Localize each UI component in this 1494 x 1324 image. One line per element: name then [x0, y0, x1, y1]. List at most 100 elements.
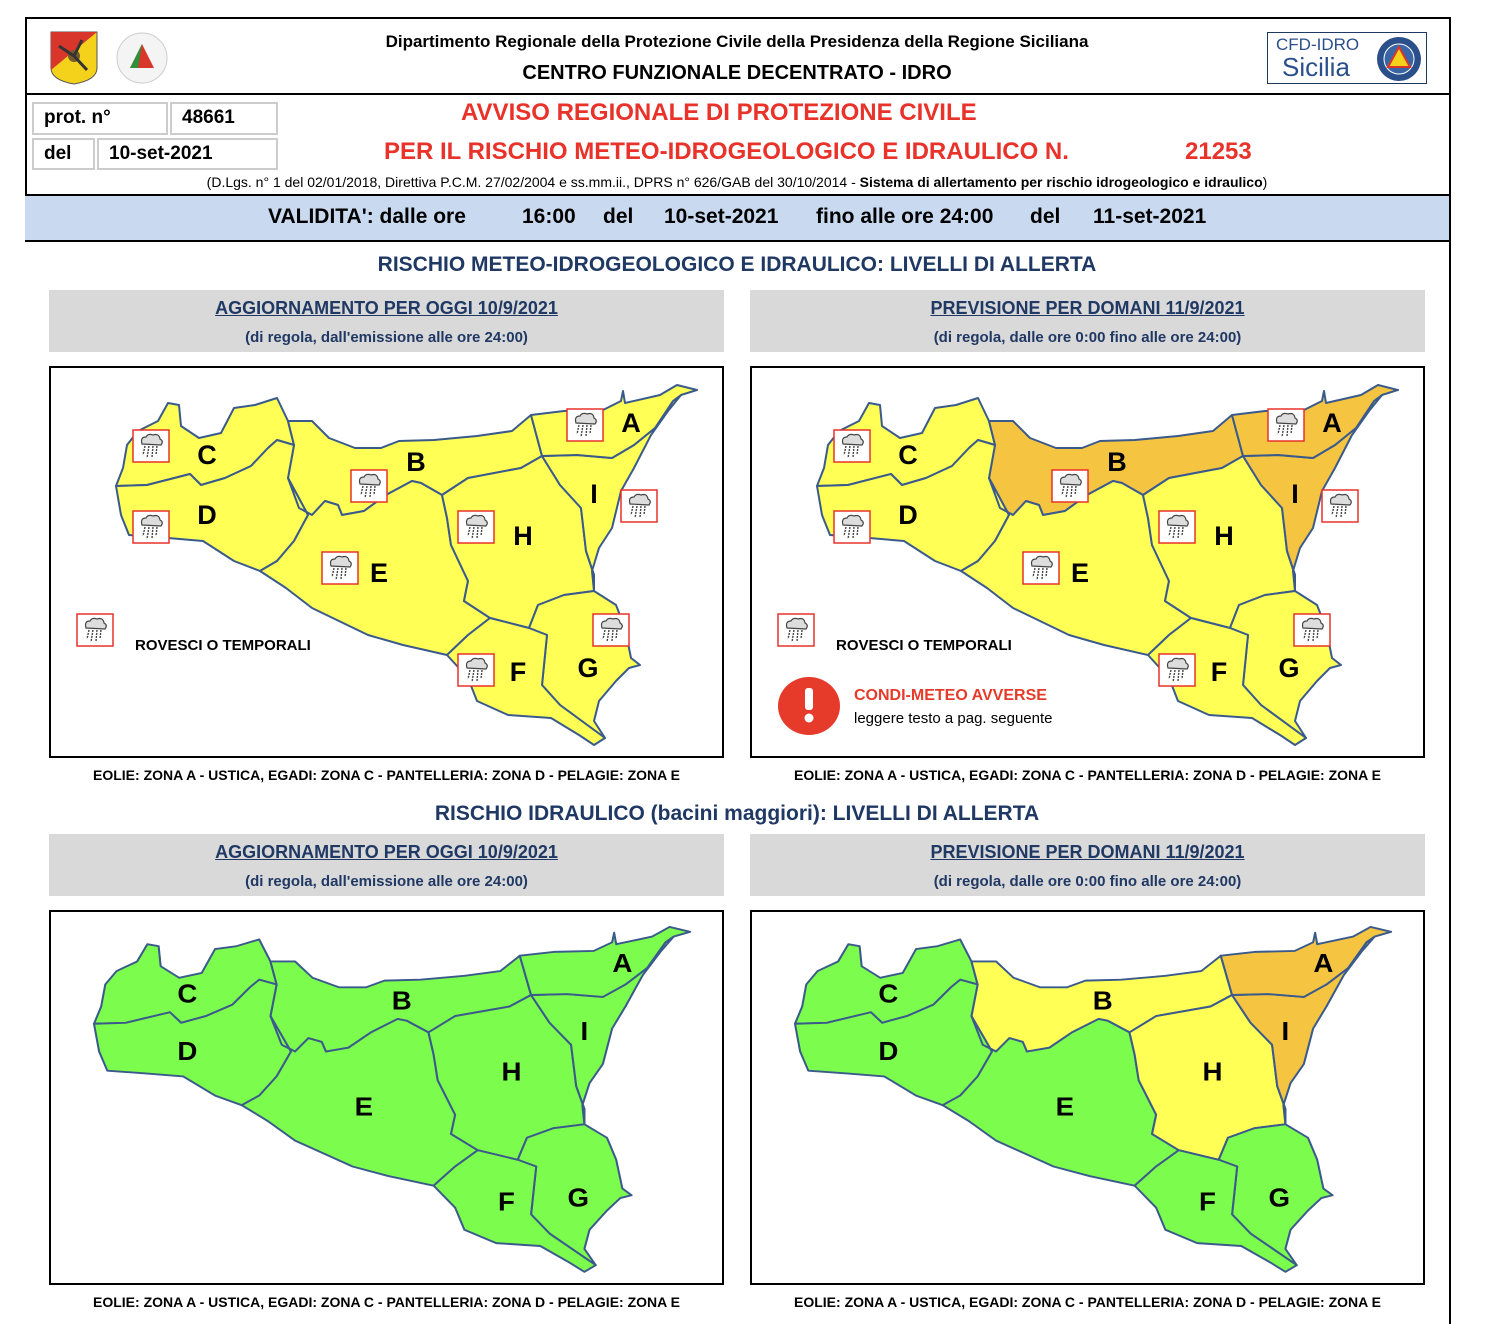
zone-label-a: A	[612, 949, 632, 978]
zone-label-c: C	[197, 440, 217, 470]
zone-label-h: H	[1203, 1057, 1223, 1086]
panel-heading: AGGIORNAMENTO PER OGGI 10/9/2021	[215, 298, 558, 318]
storm-icon	[566, 408, 604, 442]
prot-value: 48661	[170, 102, 278, 135]
validity-from-date: 10-set-2021	[664, 205, 779, 228]
validity-from-time: 16:00	[522, 205, 576, 228]
storm-legend-icon	[76, 613, 114, 647]
storm-icon	[620, 489, 658, 523]
validity-band: VALIDITA': dalle ore 16:00 del 10-set-20…	[25, 196, 1449, 240]
storm-legend-label: ROVESCI O TEMPORALI	[135, 637, 311, 654]
zone-label-c: C	[177, 980, 197, 1009]
panel-subheading: (di regola, dalle ore 0:00 fino alle ore…	[933, 329, 1242, 346]
title-line1: AVVISO REGIONALE DI PROTEZIONE CIVILE	[461, 99, 977, 126]
frame-right	[1449, 17, 1451, 1324]
zone-label-f: F	[498, 1187, 515, 1216]
zone-label-i: I	[590, 479, 598, 509]
panel-header-tomorrow: PREVISIONE PER DOMANI 11/9/2021 (di rego…	[750, 290, 1425, 352]
legal-system: Sistema di allertamento per rischio idro…	[859, 174, 1263, 190]
zone-label-d: D	[878, 1037, 898, 1066]
frame-left	[25, 17, 27, 241]
bulletin-number: 21253	[1185, 138, 1252, 165]
cfd-logo-line2: Sicilia	[1282, 52, 1350, 82]
storm-icon	[457, 653, 495, 687]
sicily-alert-map: A B CD E F G H I ROVESCI O TEMPORALI CONDI-METEO …	[777, 384, 1399, 746]
adverse-weather-note: leggere testo a pag. seguente	[854, 710, 1053, 727]
zone-label-b: B	[406, 447, 426, 477]
sicily-alert-map: A B CD E F G H I ROVESCI O TEMPORALI	[76, 384, 698, 746]
zone-label-g: G	[1268, 1184, 1290, 1213]
zone-label-f: F	[1211, 657, 1228, 687]
storm-icon	[350, 469, 388, 503]
date-value: 10-set-2021	[97, 138, 278, 170]
panel-subheading: (di regola, dall'emissione alle ore 24:0…	[245, 873, 528, 890]
legal-end: )	[1262, 174, 1268, 190]
validity-label: VALIDITA': dalle ore	[268, 205, 466, 228]
zone-label-b: B	[1093, 986, 1113, 1015]
zone-label-c: C	[898, 440, 918, 470]
zone-label-d: D	[197, 500, 217, 530]
adverse-weather-title: CONDI-METEO AVVERSE	[854, 687, 1047, 704]
cfd-emblem-icon	[1377, 37, 1421, 81]
zone-a	[530, 384, 698, 459]
storm-icon	[132, 429, 170, 463]
protezione-civile-logo	[113, 30, 171, 86]
sicily-alert-map: A B CD E F G H I	[92, 926, 692, 1273]
zone-label-a: A	[1313, 949, 1333, 978]
zone-label-e: E	[355, 1093, 373, 1122]
panel-heading: PREVISIONE PER DOMANI 11/9/2021	[930, 842, 1245, 862]
zone-label-g: G	[567, 1184, 589, 1213]
islands-note: EOLIE: ZONA A - USTICA, EGADI: ZONA C - …	[794, 767, 1381, 783]
panel-header-today: AGGIORNAMENTO PER OGGI 10/9/2021 (di reg…	[49, 834, 724, 896]
zone-f	[1133, 1149, 1298, 1273]
zone-f	[446, 617, 606, 746]
zone-label-f: F	[510, 657, 527, 687]
zone-label-i: I	[581, 1017, 589, 1046]
prot-label: prot. n°	[32, 102, 168, 135]
storm-icon	[1158, 653, 1196, 687]
islands-note: EOLIE: ZONA A - USTICA, EGADI: ZONA C - …	[794, 1294, 1381, 1310]
map-meteo-today: A B C D E F G H I ROVESCI O TEMPORALI	[49, 366, 724, 758]
department-name: Dipartimento Regionale della Protezione …	[385, 32, 1089, 51]
zone-f	[1147, 617, 1307, 746]
validity-del2: del	[1030, 205, 1061, 228]
map-meteo-tomorrow: A B C D E F G H I ROVESCI O TEMPORALI CONDI-METEO …	[750, 366, 1425, 758]
section-meteo-title: RISCHIO METEO-IDROGEOLOGICO E IDRAULICO:…	[377, 253, 1097, 276]
panel-header-tomorrow: PREVISIONE PER DOMANI 11/9/2021 (di rego…	[750, 834, 1425, 896]
zone-label-d: D	[898, 500, 918, 530]
validity-del1: del	[603, 205, 634, 228]
section-hydraulic-title: RISCHIO IDRAULICO (bacini maggiori): LIV…	[434, 802, 1040, 825]
warning-icon-dot	[804, 713, 814, 723]
storm-legend-label: ROVESCI O TEMPORALI	[836, 637, 1012, 654]
date-label: del	[32, 138, 95, 170]
panel-subheading: (di regola, dall'emissione alle ore 24:0…	[245, 329, 528, 346]
zone-f	[432, 1149, 597, 1273]
storm-icon	[1321, 489, 1359, 523]
zone-a	[518, 926, 692, 998]
panel-heading: PREVISIONE PER DOMANI 11/9/2021	[930, 298, 1245, 318]
zone-label-c: C	[878, 980, 898, 1009]
storm-icon	[833, 510, 871, 544]
frame-top	[25, 17, 1451, 19]
centre-name: CENTRO FUNZIONALE DECENTRATO - IDRO	[522, 62, 952, 84]
zone-label-e: E	[1056, 1093, 1074, 1122]
validity-divider	[25, 240, 1451, 242]
warning-icon-bar	[805, 688, 813, 710]
storm-icon	[592, 613, 630, 647]
storm-icon	[321, 551, 359, 585]
zone-label-a: A	[1322, 408, 1342, 438]
zone-label-d: D	[177, 1037, 197, 1066]
cfd-idro-logo: CFD-IDRO Sicilia	[1267, 32, 1427, 84]
zone-label-e: E	[1071, 558, 1089, 588]
zone-label-h: H	[502, 1057, 522, 1086]
islands-note: EOLIE: ZONA A - USTICA, EGADI: ZONA C - …	[93, 767, 680, 783]
zone-label-i: I	[1291, 479, 1299, 509]
zone-label-i: I	[1282, 1017, 1290, 1046]
storm-icon	[1267, 408, 1305, 442]
storm-icon	[1293, 613, 1331, 647]
zone-label-h: H	[1214, 521, 1234, 551]
zone-label-b: B	[392, 986, 412, 1015]
storm-icon	[1022, 551, 1060, 585]
